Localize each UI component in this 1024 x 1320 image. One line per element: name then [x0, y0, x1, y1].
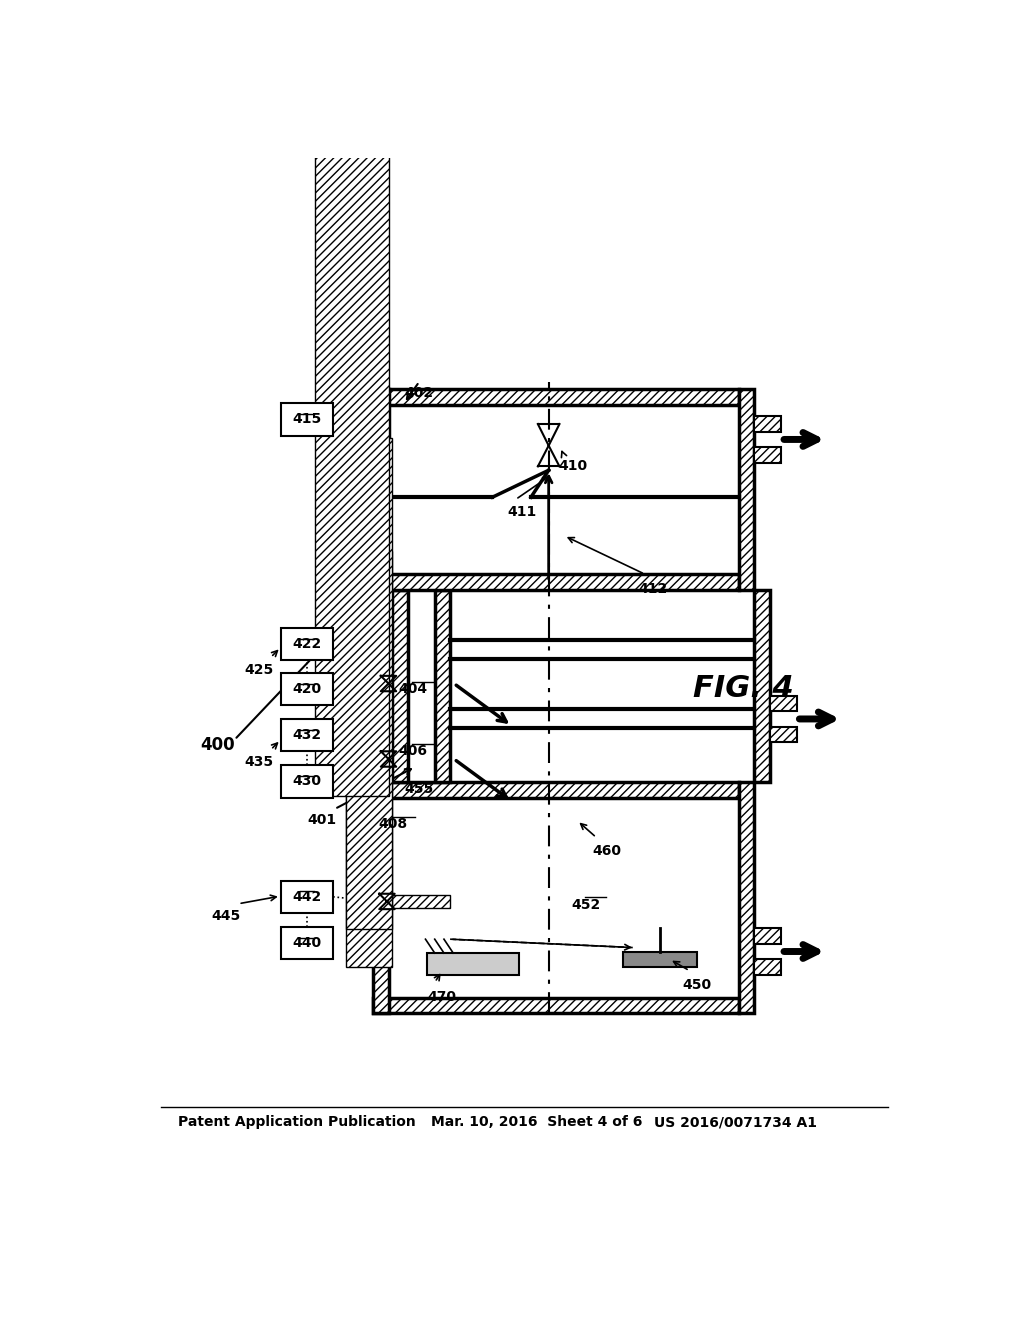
Bar: [755, 928, 781, 944]
Text: 400: 400: [200, 737, 234, 754]
Bar: [755, 590, 770, 781]
Text: 455: 455: [403, 781, 433, 796]
Bar: [770, 726, 797, 742]
Text: 411: 411: [508, 506, 538, 519]
Text: 402: 402: [403, 385, 433, 400]
Bar: [346, 552, 392, 966]
Text: 425: 425: [245, 663, 273, 677]
Bar: [739, 389, 755, 590]
Text: 406: 406: [398, 743, 428, 758]
Text: 450: 450: [683, 978, 712, 993]
Bar: [435, 590, 451, 781]
Text: Patent Application Publication: Patent Application Publication: [178, 1115, 416, 1130]
Text: 422: 422: [292, 638, 322, 651]
Text: 460: 460: [593, 843, 622, 858]
Bar: [373, 574, 739, 590]
Bar: [281, 766, 333, 797]
Bar: [373, 389, 739, 405]
Bar: [770, 696, 797, 711]
Bar: [373, 781, 388, 1014]
Bar: [427, 953, 519, 974]
Text: Mar. 10, 2016  Sheet 4 of 6: Mar. 10, 2016 Sheet 4 of 6: [431, 1115, 642, 1130]
Text: 432: 432: [292, 729, 322, 742]
Text: 404: 404: [398, 682, 428, 696]
Text: US 2016/0071734 A1: US 2016/0071734 A1: [654, 1115, 817, 1130]
Text: 470: 470: [427, 990, 456, 1005]
Bar: [624, 952, 696, 966]
Text: 410: 410: [558, 459, 587, 473]
Text: 445: 445: [211, 909, 241, 923]
Text: 408: 408: [379, 817, 408, 830]
Bar: [346, 438, 392, 929]
Text: 415: 415: [292, 412, 322, 426]
Text: 430: 430: [293, 775, 322, 788]
Bar: [281, 880, 333, 913]
Bar: [388, 895, 451, 908]
Bar: [392, 590, 408, 781]
Bar: [373, 389, 388, 590]
Text: 401: 401: [307, 813, 337, 826]
Bar: [755, 960, 781, 974]
Bar: [281, 927, 333, 960]
Text: 452: 452: [571, 898, 601, 912]
Text: 442: 442: [292, 890, 322, 904]
Bar: [373, 998, 739, 1014]
Text: FIG. 4: FIG. 4: [692, 675, 794, 704]
Bar: [281, 628, 333, 660]
Bar: [755, 447, 781, 462]
Text: 420: 420: [292, 682, 322, 696]
Text: 440: 440: [292, 936, 322, 950]
Text: 412: 412: [639, 582, 668, 595]
Bar: [281, 673, 333, 705]
Bar: [281, 404, 333, 436]
Text: 435: 435: [245, 755, 273, 770]
Bar: [739, 781, 755, 1014]
Bar: [315, 37, 388, 796]
Bar: [281, 719, 333, 751]
Bar: [755, 416, 781, 432]
Bar: [373, 781, 739, 797]
